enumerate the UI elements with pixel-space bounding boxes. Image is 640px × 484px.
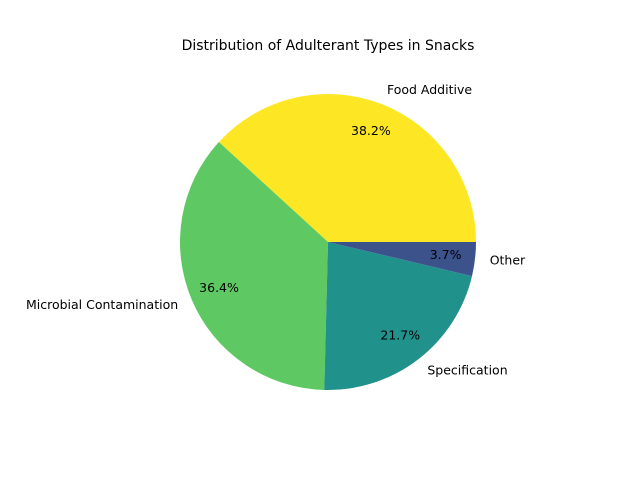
slice-label-specification: Specification [427,362,507,377]
pie-slice-other [328,242,476,277]
slice-percent-food-additive: 38.2% [351,123,391,138]
slice-label-food-additive: Food Additive [387,82,472,97]
pie-slice-food-additive [218,94,476,243]
pie-slice-microbial-contamination [180,142,328,390]
pie-slice-specification [324,242,473,390]
slice-label-other: Other [490,252,526,267]
pie-labels: Food Additive 38.2% Microbial Contaminatio… [26,82,526,378]
slice-percent-microbial-contamination: 36.4% [199,280,239,295]
chart-title: Distribution of Adulterant Types in Snac… [182,38,475,54]
slice-percent-other: 3.7% [430,247,462,262]
slice-label-microbial-contamination: Microbial Contamination [26,297,178,312]
pie-slices [180,94,476,390]
slice-percent-specification: 21.7% [380,327,420,342]
